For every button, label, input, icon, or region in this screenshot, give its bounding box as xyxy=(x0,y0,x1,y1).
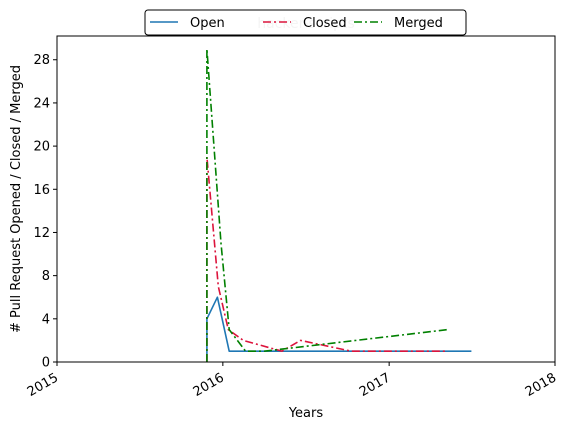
x-tick-label: 2017 xyxy=(357,370,393,400)
y-tick-label: 24 xyxy=(33,96,50,111)
x-tick-label: 2018 xyxy=(523,370,559,400)
plot-area xyxy=(206,48,472,362)
y-tick-label: 12 xyxy=(33,226,50,241)
y-tick-label: 20 xyxy=(33,140,50,155)
x-tick-label: 2015 xyxy=(25,370,61,400)
legend-label-open: Open xyxy=(190,16,225,31)
legend-label-merged: Merged xyxy=(394,16,443,31)
series-line-merged xyxy=(206,48,448,362)
y-axis-label: # Pull Request Opened / Closed / Merged xyxy=(9,65,24,333)
y-axis: 0 4 8 12 16 20 24 28 xyxy=(33,53,57,371)
legend-box xyxy=(144,9,467,36)
x-axis-label: Years xyxy=(288,406,324,421)
x-axis: 2015 2016 2017 2018 xyxy=(25,362,559,400)
y-tick-label: 4 xyxy=(42,312,50,327)
legend: Open Closed Merged xyxy=(144,9,467,36)
y-tick-label: 16 xyxy=(33,183,50,198)
series-line-open xyxy=(206,296,472,362)
x-tick-label: 2016 xyxy=(191,370,227,400)
legend-label-closed: Closed xyxy=(303,16,347,31)
y-tick-label: 28 xyxy=(33,53,50,68)
plot-frame xyxy=(56,35,556,363)
series-line-closed xyxy=(206,156,448,362)
y-tick-label: 8 xyxy=(42,269,50,284)
y-tick-label: 0 xyxy=(42,356,50,371)
